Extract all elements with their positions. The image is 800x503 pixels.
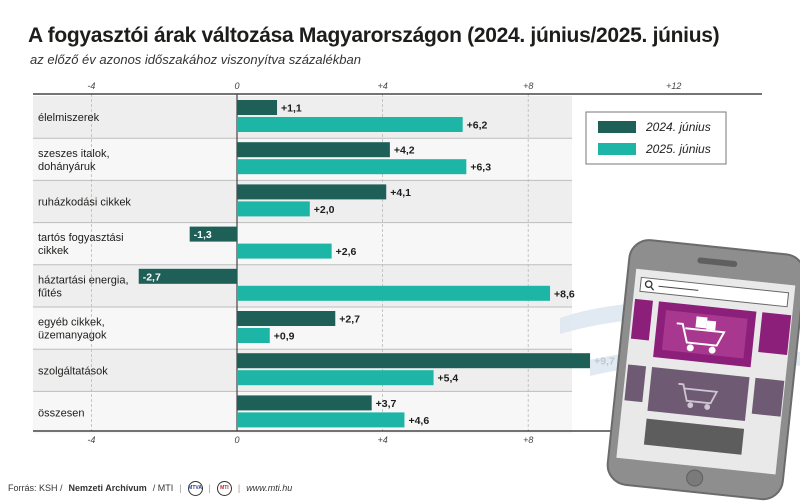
- data-label: +6,3: [470, 162, 491, 174]
- bottom-tick-label: 0: [234, 435, 239, 445]
- chart-title: A fogyasztói árak változása Magyarország…: [28, 24, 720, 47]
- bar-2024: [189, 226, 237, 242]
- bar-2024: [237, 184, 387, 200]
- bars: +1,1 +6,2 +4,2 +6,3 +4,1 +2,0 -1,3 +2,6 -2,7 +8,6…: [138, 100, 615, 428]
- data-label: +5,4: [438, 373, 459, 385]
- bottom-tick-label: -4: [87, 435, 95, 445]
- legend: 2024. június 2025. június: [585, 111, 727, 165]
- category-label: dohányáruk: [38, 161, 96, 173]
- category-label: fűtés: [38, 287, 62, 299]
- bar-2024: [237, 311, 336, 326]
- legend-label-2025: 2025. június: [645, 142, 711, 156]
- bar-2024: [138, 268, 237, 284]
- source-label: Forrás: KSH /: [8, 483, 63, 493]
- category-label: élelmiszerek: [38, 112, 100, 124]
- cart-icon-secondary: [678, 382, 719, 410]
- top-tick-label: +8: [523, 81, 533, 91]
- data-label: +4,6: [408, 415, 429, 427]
- category-label: cikkek: [38, 245, 69, 257]
- data-label: +8,6: [554, 288, 575, 300]
- top-axis: -4 0 +4 +8 +12: [87, 81, 681, 91]
- data-label: +3,7: [376, 398, 397, 410]
- mtva-logo: MTVA: [187, 480, 203, 496]
- bar-2025: [237, 328, 270, 343]
- cart-icon: [676, 316, 726, 354]
- category-label: egyéb cikkek,: [38, 317, 105, 329]
- data-label: +6,2: [467, 120, 488, 132]
- bar-2024: [237, 142, 390, 158]
- bar-2025: [237, 201, 310, 217]
- top-tick-label: -4: [87, 81, 95, 91]
- data-label: +4,1: [390, 187, 411, 199]
- bar-2024: [237, 100, 278, 115]
- data-label: -1,3: [194, 229, 212, 241]
- category-label: összesen: [38, 408, 84, 420]
- bar-2025: [237, 370, 434, 386]
- data-label: +4,2: [394, 145, 415, 157]
- bar-2025: [237, 285, 551, 301]
- top-tick-label: 0: [234, 81, 239, 91]
- category-label: szolgáltatások: [38, 365, 108, 377]
- footer: Forrás: KSH / Nemzeti Archívum / MTI | M…: [8, 479, 292, 497]
- bar-2025: [237, 117, 463, 132]
- bottom-tick-label: +4: [377, 435, 387, 445]
- smartphone-illustration: [560, 239, 800, 501]
- chart-subtitle: az előző év azonos időszakához viszonyít…: [30, 52, 361, 67]
- legend-label-2024: 2024. június: [645, 120, 711, 134]
- category-label: szeszes italok,: [38, 148, 110, 160]
- search-icon: [644, 280, 655, 291]
- category-label: tartós fogyasztási: [38, 232, 124, 244]
- legend-swatch-2024: [598, 121, 636, 133]
- category-label: ruházkodási cikkek: [38, 197, 131, 209]
- bottom-tick-label: +8: [523, 435, 533, 445]
- top-tick-label: +4: [377, 81, 387, 91]
- bar-2024: [237, 353, 591, 369]
- source-archive: Nemzeti Archívum: [68, 483, 147, 493]
- source-end: / MTI: [152, 483, 174, 493]
- bar-2025: [237, 243, 332, 259]
- bar-2025: [237, 412, 405, 428]
- data-label: +2,0: [314, 204, 335, 216]
- category-label: háztartási energia,: [38, 274, 129, 286]
- data-label: +2,6: [336, 246, 357, 258]
- category-label: üzemanyagok: [38, 330, 107, 342]
- data-label: -2,7: [143, 271, 161, 283]
- bar-2025: [237, 159, 467, 175]
- mti-link[interactable]: www.mti.hu: [246, 483, 293, 493]
- bottom-axis: -4 0 +4 +8: [87, 435, 533, 445]
- data-label: +2,7: [339, 314, 360, 326]
- category-labels: élelmiszerek szeszes italok,dohányáruk ruh…: [38, 112, 131, 419]
- data-label: +0,9: [274, 331, 295, 343]
- bar-2024: [237, 395, 372, 411]
- legend-swatch-2025: [598, 143, 636, 155]
- top-tick-label: +12: [666, 81, 681, 91]
- data-label: +1,1: [281, 103, 302, 115]
- mti-logo: MTI: [216, 480, 232, 496]
